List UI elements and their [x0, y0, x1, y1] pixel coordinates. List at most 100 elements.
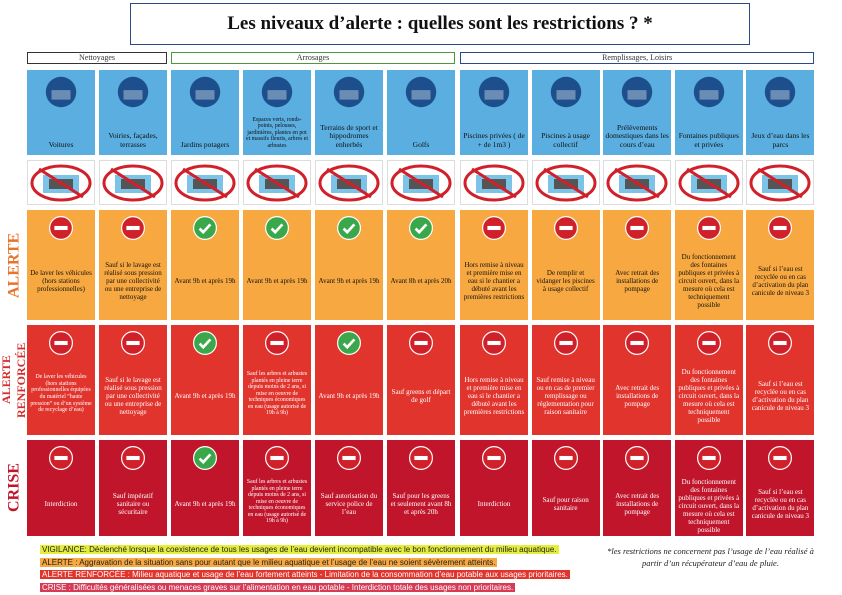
forbidden-sign [463, 164, 525, 201]
usage-cell: Espaces verts, ronds-points, pelouses, j… [243, 70, 311, 155]
usage-cell: Voitures [27, 70, 95, 155]
restriction-cell: De laver les véhicules (hors stations pr… [27, 325, 95, 435]
forbidden-sign [535, 164, 597, 201]
restriction-text: Avant 8h et après 20h [390, 277, 452, 285]
forbidden-icon [625, 216, 650, 240]
restriction-cell: Sauf greens et départ de golf [387, 325, 455, 435]
legend-text: ALERTE : Aggravation de la situation san… [40, 557, 498, 567]
forbidden-sign [390, 164, 452, 201]
usage-label: Fontaines publiques et privées [678, 131, 739, 149]
forbidden-icon [265, 446, 289, 470]
ok-icon [337, 216, 361, 240]
usage-icon [621, 76, 653, 108]
forbidden-icon [482, 446, 506, 470]
usage-label: Piscines à usage collectif [541, 131, 590, 149]
forbidden-icon [482, 331, 506, 355]
restriction-text: Avant 9h et après 19h [318, 392, 380, 400]
ok-icon [193, 331, 217, 355]
restriction-text: Sauf pour les greens et seulement avant … [390, 492, 452, 516]
restriction-text: Sauf si l’eau est recyclée ou en cas d’a… [751, 380, 810, 412]
restriction-text: Sauf autorisation du service police de l… [320, 492, 378, 516]
restriction-cell: Sauf si l’eau est recyclée ou en cas d’a… [746, 325, 815, 435]
restriction-text: Interdiction [477, 500, 511, 508]
restriction-cell: De remplir et vidanger les piscines à us… [531, 210, 600, 320]
usage-label: Voiries, façades, terrasses [108, 131, 158, 149]
restriction-cell: Interdiction [460, 440, 528, 536]
restriction-cell: Hors remise à niveau et première mise en… [460, 210, 528, 320]
restriction-text: Sauf si l’eau est recyclée ou en cas d’a… [751, 265, 810, 297]
restriction-text: Sauf greens et départ de golf [391, 388, 451, 404]
restriction-text: Avec retrait des installations de pompag… [615, 384, 660, 408]
forbidden-icon [625, 446, 650, 470]
forbidden-sign [318, 164, 380, 201]
restriction-text: Sauf remise à niveau ou en cas de premie… [536, 376, 595, 416]
restriction-text: Avant 9h et après 19h [174, 277, 236, 285]
usage-label: Voitures [48, 139, 74, 149]
restriction-text: Avec retrait des installations de pompag… [615, 492, 660, 516]
forbidden-sign [678, 164, 740, 201]
forbidden-pictogram [387, 160, 455, 205]
restriction-cell: Sauf autorisation du service police de l… [315, 440, 383, 536]
forbidden-pictogram [27, 160, 95, 205]
usage-label: Golfs [412, 139, 430, 149]
usage-label: Jardins potagers [180, 139, 230, 149]
restriction-text: Avec retrait des installations de pompag… [615, 269, 660, 293]
restriction-cell: Avant 9h et après 19h [315, 325, 383, 435]
usage-cell: Piscines à usage collectif [531, 70, 600, 155]
usage-label: Terrains de sport et hippodromes enherbé… [320, 122, 378, 149]
forbidden-pictogram [531, 160, 600, 205]
forbidden-sign [246, 164, 308, 201]
forbidden-icon [553, 446, 578, 470]
forbidden-icon [49, 331, 73, 355]
restriction-text: Sauf impératif sanitaire ou sécuritaire [112, 492, 154, 516]
restriction-cell: Du fonctionnement des fontaines publique… [674, 440, 743, 536]
usage-icon [693, 76, 724, 108]
forbidden-pictogram [243, 160, 311, 205]
restriction-cell: Sauf si l’eau est recyclée ou en cas d’a… [746, 210, 815, 320]
forbidden-icon [121, 331, 145, 355]
forbidden-icon [768, 331, 793, 355]
forbidden-icon [625, 331, 650, 355]
restriction-text: Hors remise à niveau et première mise en… [463, 261, 525, 301]
usage-cell: Prélèvements domestiques dans les cours … [603, 70, 672, 155]
group-header: Arrosages [171, 52, 455, 64]
legend-line: ALERTE RENFORCÉE : Milieu aquatique et u… [40, 570, 570, 579]
forbidden-pictogram [603, 160, 672, 205]
restriction-cell: Sauf si l’eau est recyclée ou en cas d’a… [746, 440, 815, 536]
usage-icon [765, 76, 796, 108]
forbidden-icon [768, 216, 793, 240]
restriction-cell: Avec retrait des installations de pompag… [603, 440, 672, 536]
restriction-cell: Avant 9h et après 19h [315, 210, 383, 320]
usage-icon [117, 76, 149, 108]
usage-label: Espaces verts, ronds-points, pelouses, j… [246, 116, 308, 149]
forbidden-icon [409, 331, 433, 355]
restriction-text: De remplir et vidanger les piscines à us… [536, 269, 595, 293]
usage-cell: Golfs [387, 70, 455, 155]
restriction-cell: Avant 9h et après 19h [171, 325, 239, 435]
ok-icon [337, 331, 361, 355]
footnote: *les restrictions ne concernent pas l’us… [607, 546, 814, 568]
forbidden-icon [265, 331, 289, 355]
restriction-text: Avant 9h et après 19h [174, 500, 236, 508]
usage-label: Piscines privées ( de + de 1m3 ) [463, 131, 525, 149]
usage-icon [405, 76, 437, 108]
restriction-cell: Sauf si le lavage est réalisé sous press… [99, 325, 167, 435]
usage-label: Jeux d’eau dans les parcs [751, 131, 810, 149]
level-label: CRISE [5, 463, 23, 513]
restriction-cell: Sauf les arbres et arbustes plantés en p… [243, 440, 311, 536]
restriction-cell: Avant 9h et après 19h [171, 440, 239, 536]
restriction-cell: Avant 8h et après 20h [387, 210, 455, 320]
restriction-cell: Sauf impératif sanitaire ou sécuritaire [99, 440, 167, 536]
forbidden-sign [102, 164, 164, 201]
forbidden-icon [696, 331, 721, 355]
usage-icon [261, 76, 293, 108]
usage-cell: Terrains de sport et hippodromes enherbé… [315, 70, 383, 155]
forbidden-icon [337, 446, 361, 470]
forbidden-sign [174, 164, 236, 201]
forbidden-icon [49, 216, 73, 240]
legend-text: CRISE : Difficultés généralisées ou mena… [40, 582, 516, 592]
forbidden-pictogram [99, 160, 167, 205]
usage-cell: Piscines privées ( de + de 1m3 ) [460, 70, 528, 155]
restriction-cell: Avec retrait des installations de pompag… [603, 325, 672, 435]
